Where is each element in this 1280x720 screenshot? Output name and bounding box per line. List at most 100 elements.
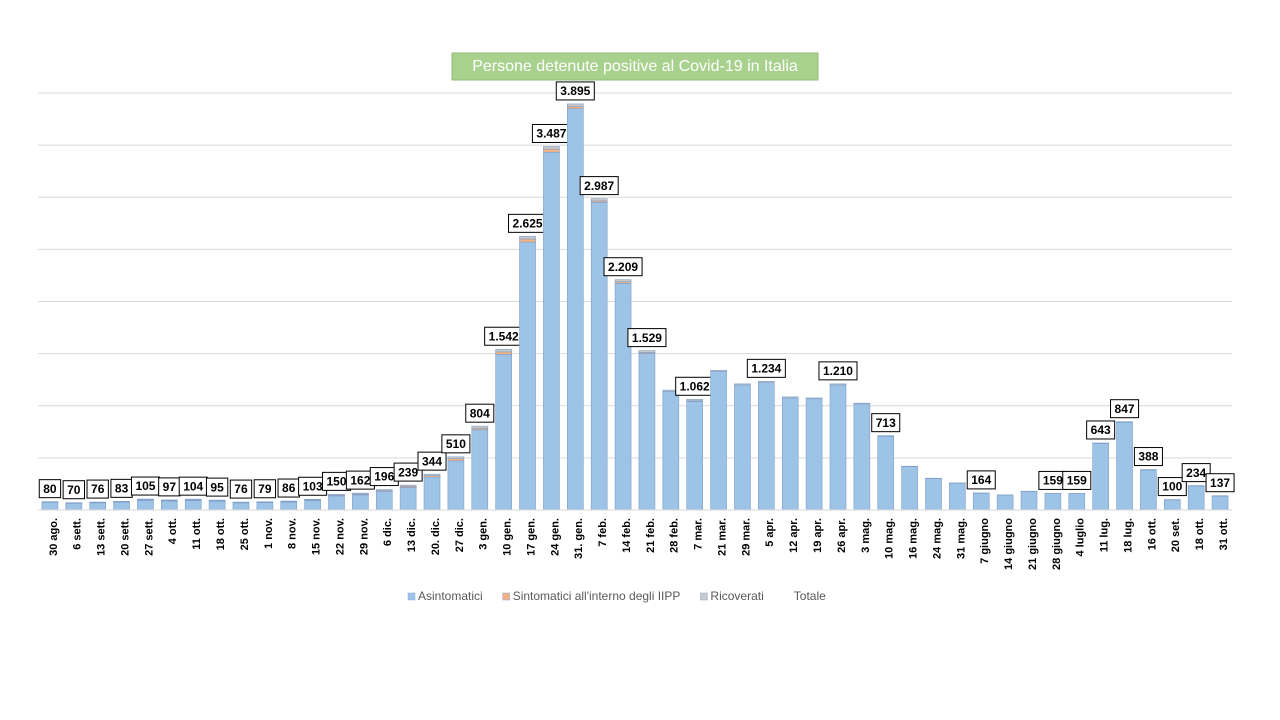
bar-segment — [781, 396, 799, 399]
x-tick-label: 6 dic. — [382, 518, 394, 546]
value-label-box — [38, 479, 62, 499]
bar-segment — [1164, 499, 1181, 511]
value-label: 3.487 — [536, 127, 566, 141]
legend-swatch — [407, 592, 416, 601]
bar-segment — [638, 350, 656, 353]
bar-segment — [399, 484, 417, 487]
bar-segment — [375, 491, 393, 511]
bar-segment — [710, 371, 727, 511]
bar-segment — [566, 108, 584, 511]
x-tick-label: 7 feb. — [597, 518, 609, 547]
bar-segment — [710, 370, 727, 372]
x-tick-label: 11 ott. — [191, 518, 203, 550]
x-tick-label: 29 mar. — [740, 518, 752, 556]
x-tick-label: 10 mag. — [884, 518, 896, 559]
bar-segment — [375, 489, 393, 491]
x-tick-label: 16 mag. — [908, 518, 920, 559]
bar-segment — [137, 500, 154, 511]
bar-segment — [471, 425, 489, 429]
value-label-box — [555, 81, 595, 101]
x-tick-label: 11 lug. — [1099, 518, 1111, 552]
x-tick-label: 1 nov. — [263, 518, 275, 549]
value-label-box — [1205, 473, 1235, 493]
value-label-box — [627, 328, 667, 348]
bar-segment — [1140, 469, 1157, 511]
bar-segment — [304, 500, 321, 511]
value-label: 79 — [258, 482, 272, 496]
value-label-box — [1086, 420, 1116, 440]
bar-segment — [1116, 421, 1133, 423]
value-label: 137 — [1210, 476, 1230, 490]
value-label: 643 — [1091, 423, 1111, 437]
bar-segment — [328, 494, 345, 496]
value-label-box — [253, 479, 277, 499]
x-tick-label: 7 giugno — [979, 518, 991, 564]
x-tick-label: 28 feb. — [669, 518, 681, 553]
value-label: 162 — [350, 473, 370, 487]
x-tick-label: 15 nov. — [311, 518, 323, 555]
bar-segment — [495, 351, 512, 355]
x-tick-label: 4 ott. — [167, 518, 179, 544]
value-label-box — [579, 176, 619, 196]
bar-segment — [638, 353, 656, 511]
bar-segment — [853, 403, 871, 511]
bar-segment — [996, 494, 1014, 511]
value-label: 847 — [1115, 402, 1135, 416]
x-tick-label: 26 apr. — [836, 518, 848, 553]
value-label: 164 — [971, 473, 991, 487]
bar-segment — [232, 501, 250, 503]
value-label: 713 — [876, 416, 896, 430]
bar-segment — [65, 503, 83, 511]
x-tick-label: 8 nov. — [287, 518, 299, 549]
bar-segment — [161, 500, 178, 511]
value-label: 86 — [282, 481, 296, 495]
value-label-box — [465, 403, 495, 423]
x-tick-label: 27 dic. — [454, 518, 466, 552]
bar-segment — [829, 383, 847, 386]
value-label: 97 — [163, 480, 177, 494]
bar-segment — [686, 398, 704, 402]
bar-segment — [566, 106, 584, 109]
bar-segment — [184, 500, 202, 511]
value-label: 100 — [1162, 480, 1182, 494]
legend-label: Totale — [794, 589, 826, 603]
bar-segment — [256, 502, 274, 511]
bar-segment — [543, 146, 560, 150]
value-label-box — [229, 479, 253, 499]
bar-segment — [399, 487, 417, 511]
bar-segment — [232, 502, 250, 511]
x-tick-label: 21 giugno — [1027, 518, 1039, 570]
value-label: 388 — [1138, 450, 1158, 464]
value-label: 70 — [67, 483, 81, 497]
bar-segment — [519, 236, 536, 240]
value-label-box — [1062, 470, 1092, 490]
bar-segment — [949, 482, 966, 511]
bar-segment — [781, 397, 799, 511]
value-label: 95 — [210, 480, 224, 494]
bar-segment — [590, 198, 608, 202]
x-tick-label: 20. dic. — [430, 518, 442, 555]
bar-segment — [1044, 493, 1062, 511]
bar-segment — [113, 501, 130, 503]
bar-segment — [758, 381, 775, 383]
value-label-box — [966, 470, 996, 490]
bar-segment — [423, 476, 441, 511]
x-tick-label: 14 feb. — [621, 518, 633, 553]
value-label-box — [205, 477, 229, 497]
value-label-box — [1133, 447, 1163, 467]
value-label: 344 — [422, 454, 442, 468]
value-label-box — [393, 462, 423, 482]
bar-segment — [519, 238, 536, 243]
bar-segment — [423, 473, 441, 476]
x-tick-label: 16 ott. — [1146, 518, 1158, 550]
x-tick-label: 12 apr. — [788, 518, 800, 553]
value-label: 1.234 — [751, 362, 781, 376]
x-tick-label: 28 giugno — [1051, 518, 1063, 570]
value-label: 105 — [135, 479, 155, 493]
value-label: 196 — [374, 470, 394, 484]
legend-label: Ricoverati — [710, 589, 763, 603]
x-tick-label: 31. gen. — [573, 518, 585, 559]
value-label-box — [1110, 399, 1140, 419]
bar-segment — [161, 499, 178, 501]
x-tick-label: 29 nov. — [358, 518, 370, 555]
